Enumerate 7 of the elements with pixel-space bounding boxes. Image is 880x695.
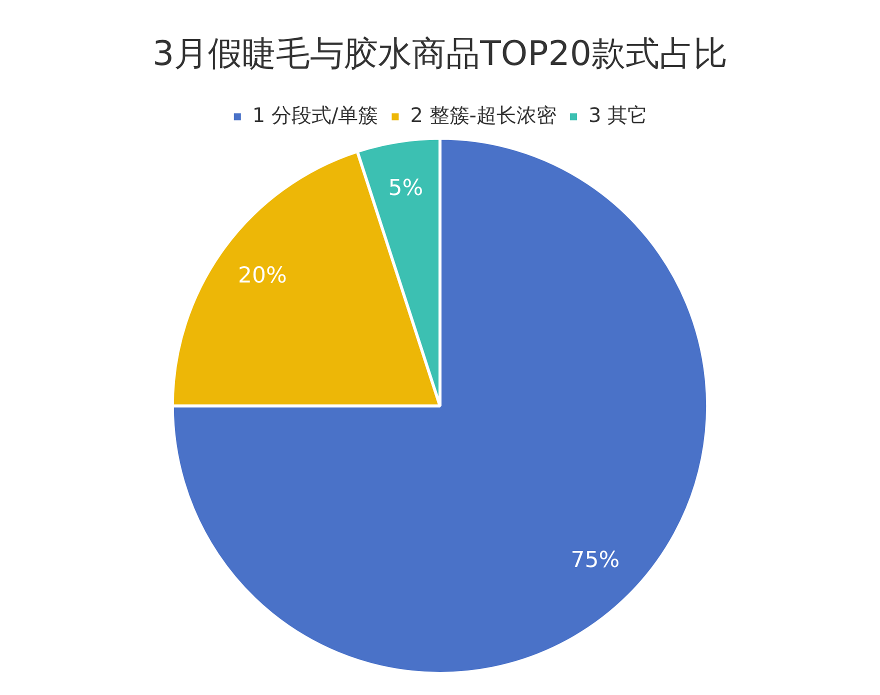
data-label: 5% [388,176,424,201]
legend-label: 3 其它 [588,103,648,128]
data-label: 75% [570,548,620,573]
legend-label: 1 分段式/单簇 [252,103,378,128]
data-label: 20% [238,264,287,289]
chart-title: 3月假睫毛与胶水商品TOP20款式占比 [152,34,728,74]
legend-label: 2 整簇-超长浓密 [410,103,557,128]
